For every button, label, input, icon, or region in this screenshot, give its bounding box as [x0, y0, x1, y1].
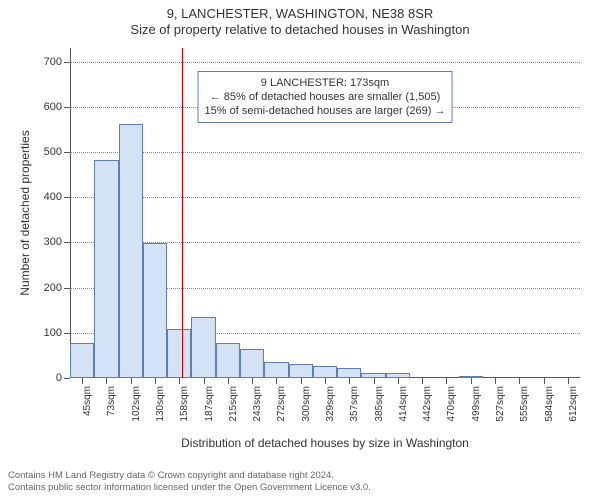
annotation-box: 9 LANCHESTER: 173sqm← 85% of detached ho…: [198, 71, 453, 124]
y-gridline: [70, 197, 580, 198]
y-tick-label: 700: [44, 56, 70, 68]
histogram-bar: [240, 349, 264, 378]
x-tick: [179, 378, 180, 384]
annotation-line: 9 LANCHESTER: 173sqm: [205, 76, 446, 90]
annotation-line: ← 85% of detached houses are smaller (1,…: [205, 90, 446, 104]
x-tick-label: 329sqm: [325, 386, 336, 422]
x-tick: [519, 378, 520, 384]
y-axis-line: [70, 48, 71, 378]
x-tick-label: 414sqm: [398, 386, 409, 422]
y-axis-title: Number of detached properties: [18, 130, 32, 295]
x-tick: [82, 378, 83, 384]
x-tick-label: 527sqm: [495, 386, 506, 422]
chart-container: { "chart": { "type": "histogram", "title…: [0, 0, 600, 500]
x-tick: [495, 378, 496, 384]
x-tick: [398, 378, 399, 384]
x-tick-label: 102sqm: [131, 386, 142, 422]
histogram-bar: [289, 364, 313, 378]
x-tick-label: 300sqm: [301, 386, 312, 422]
annotation-line: 15% of semi-detached houses are larger (…: [205, 104, 446, 118]
x-axis-title: Distribution of detached houses by size …: [70, 436, 580, 450]
chart-title-block: 9, LANCHESTER, WASHINGTON, NE38 8SR Size…: [0, 6, 600, 37]
y-tick-label: 0: [56, 372, 70, 384]
x-tick-label: 612sqm: [568, 386, 579, 422]
chart-title-line2: Size of property relative to detached ho…: [0, 22, 600, 37]
histogram-bar: [264, 362, 288, 378]
x-tick-label: 45sqm: [82, 386, 93, 416]
x-tick-label: 555sqm: [519, 386, 530, 422]
chart-title-line1: 9, LANCHESTER, WASHINGTON, NE38 8SR: [0, 6, 600, 21]
x-tick: [471, 378, 472, 384]
x-tick: [228, 378, 229, 384]
x-tick-label: 499sqm: [471, 386, 482, 422]
reference-line: [182, 48, 183, 378]
y-gridline: [70, 152, 580, 153]
x-tick-label: 470sqm: [446, 386, 457, 422]
x-tick: [252, 378, 253, 384]
x-tick: [155, 378, 156, 384]
x-tick: [301, 378, 302, 384]
x-tick: [374, 378, 375, 384]
x-tick-label: 442sqm: [422, 386, 433, 422]
footer-line2: Contains public sector information licen…: [8, 482, 371, 494]
histogram-bar: [313, 366, 337, 378]
chart-footer: Contains HM Land Registry data © Crown c…: [8, 470, 371, 494]
x-tick-label: 272sqm: [276, 386, 287, 422]
x-tick: [422, 378, 423, 384]
x-tick: [325, 378, 326, 384]
y-tick-label: 100: [44, 327, 70, 339]
x-tick-label: 130sqm: [155, 386, 166, 422]
histogram-bar: [119, 124, 143, 378]
x-tick-label: 73sqm: [106, 386, 117, 416]
x-tick-label: 357sqm: [349, 386, 360, 422]
x-tick: [544, 378, 545, 384]
plot-area: 010020030040050060070045sqm73sqm102sqm13…: [70, 48, 580, 378]
x-tick-label: 215sqm: [228, 386, 239, 422]
y-gridline: [70, 62, 580, 63]
histogram-bar: [167, 329, 191, 378]
x-tick-label: 385sqm: [374, 386, 385, 422]
x-tick-label: 243sqm: [252, 386, 263, 422]
x-tick: [131, 378, 132, 384]
x-tick-label: 158sqm: [179, 386, 190, 422]
histogram-bar: [337, 368, 361, 378]
histogram-bar: [191, 317, 215, 378]
y-tick-label: 500: [44, 146, 70, 158]
x-tick: [446, 378, 447, 384]
x-tick: [204, 378, 205, 384]
x-tick-label: 584sqm: [544, 386, 555, 422]
x-tick: [106, 378, 107, 384]
x-tick: [568, 378, 569, 384]
y-tick-label: 200: [44, 282, 70, 294]
x-tick-label: 187sqm: [204, 386, 215, 422]
histogram-bar: [143, 243, 167, 378]
histogram-bar: [94, 160, 118, 378]
histogram-bar: [70, 343, 94, 378]
x-tick: [349, 378, 350, 384]
y-tick-label: 600: [44, 101, 70, 113]
y-tick-label: 400: [44, 191, 70, 203]
y-tick-label: 300: [44, 236, 70, 248]
footer-line1: Contains HM Land Registry data © Crown c…: [8, 470, 371, 482]
histogram-bar: [216, 343, 240, 378]
x-tick: [276, 378, 277, 384]
